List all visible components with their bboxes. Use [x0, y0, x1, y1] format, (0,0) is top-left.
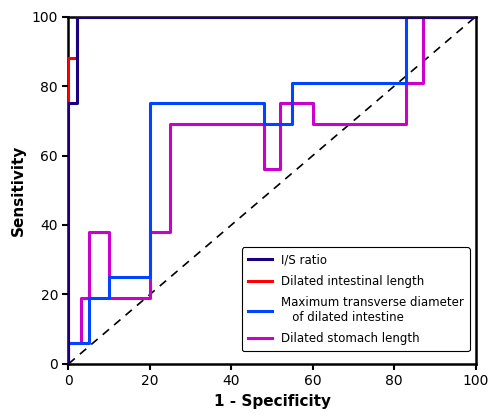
Y-axis label: Sensitivity: Sensitivity — [11, 144, 26, 236]
Legend: I/S ratio, Dilated intestinal length, Maximum transverse diameter
   of dilated : I/S ratio, Dilated intestinal length, Ma… — [242, 247, 470, 351]
X-axis label: 1 - Specificity: 1 - Specificity — [214, 394, 330, 409]
